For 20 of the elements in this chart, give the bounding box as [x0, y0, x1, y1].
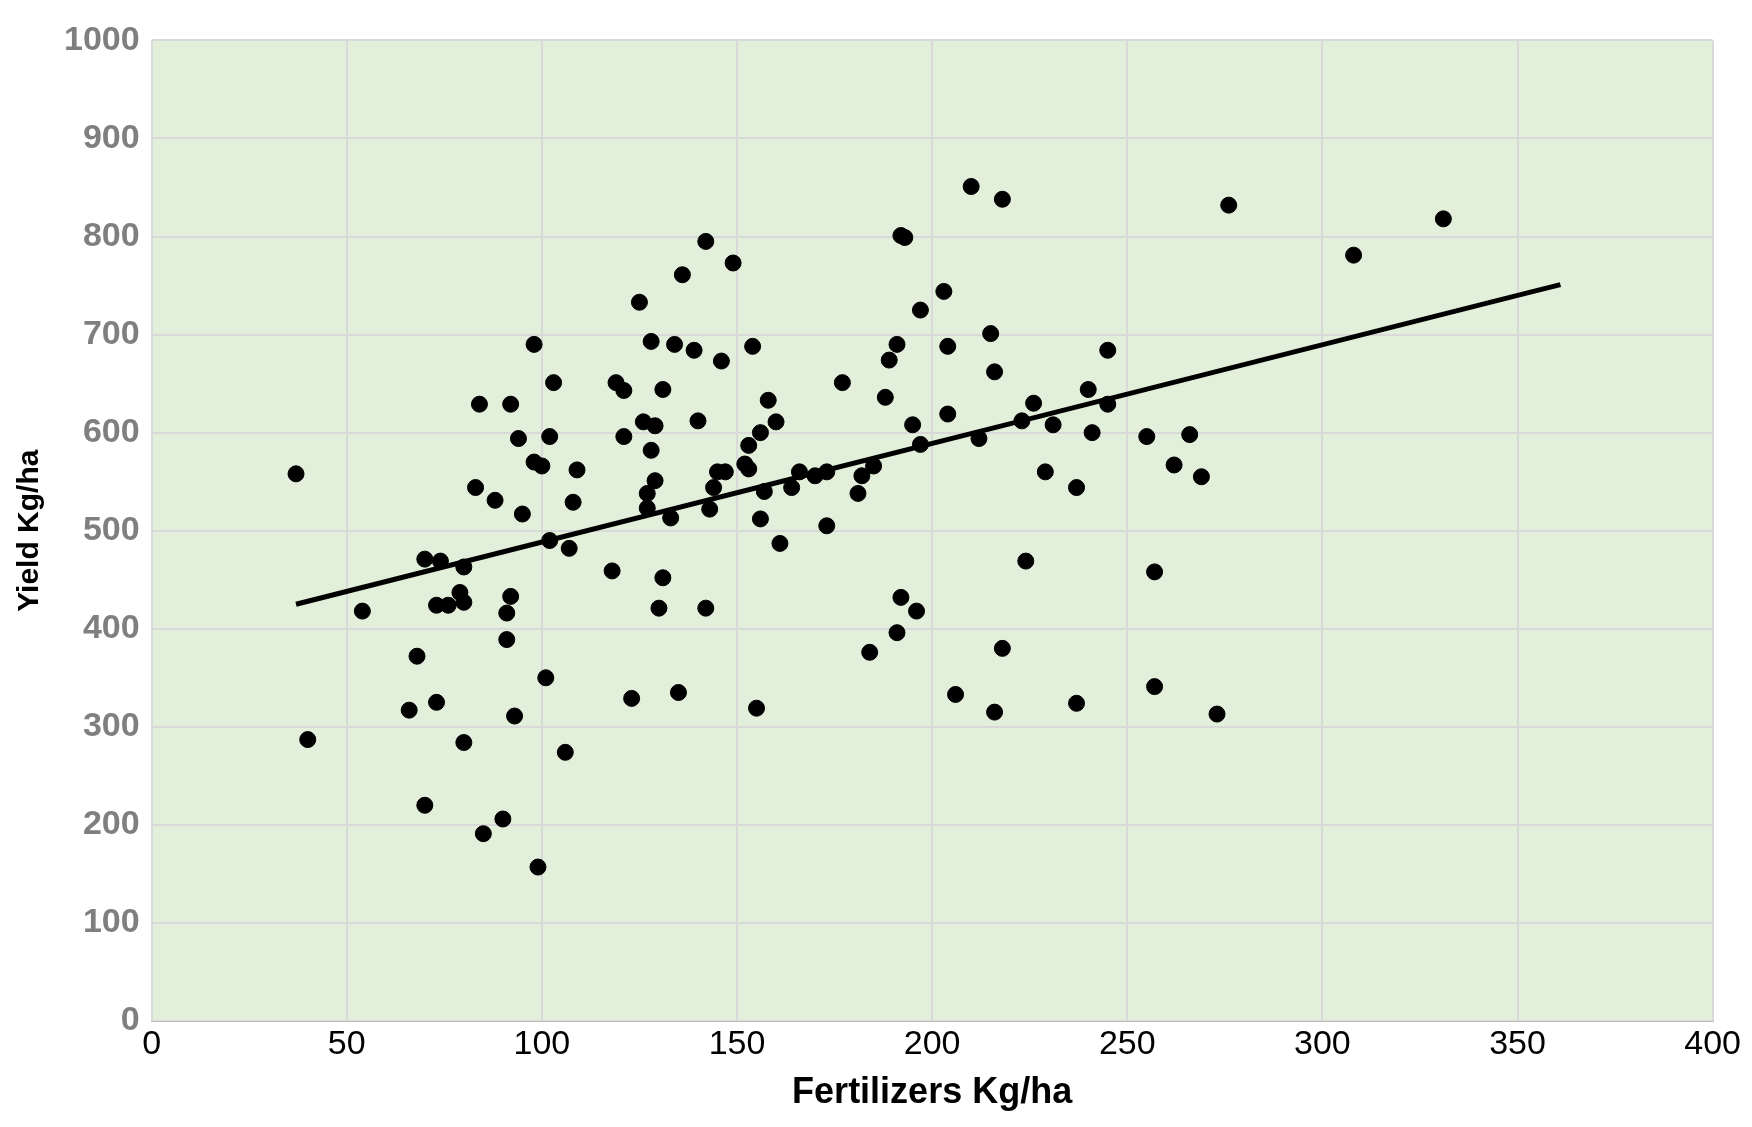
y-tick-label: 600: [82, 411, 140, 450]
y-tick-label: 900: [82, 116, 140, 155]
y-tick-label: 700: [82, 312, 140, 351]
x-tick-label: 300: [1294, 1022, 1351, 1061]
y-tick-label: 800: [82, 214, 140, 253]
y-tick-label: 400: [82, 607, 140, 646]
y-tick-label: 100: [82, 901, 140, 940]
x-axis-title: Fertilizers Kg/ha: [792, 1070, 1074, 1112]
y-tick-label: 200: [82, 803, 140, 842]
y-tick-label: 1000: [64, 18, 140, 57]
y-tick-label: 300: [82, 705, 140, 744]
y-axis-title: Yield Kg/ha: [11, 449, 45, 612]
x-tick-label: 150: [708, 1022, 766, 1061]
x-tick-label: 400: [1684, 1022, 1741, 1061]
x-tick-label: 200: [903, 1022, 961, 1061]
y-tick-label: 500: [82, 509, 140, 548]
x-tick-label: 50: [327, 1022, 366, 1061]
x-tick-label: 350: [1489, 1022, 1546, 1061]
x-tick-label: 100: [513, 1022, 571, 1061]
x-tick-label: 250: [1098, 1022, 1156, 1061]
